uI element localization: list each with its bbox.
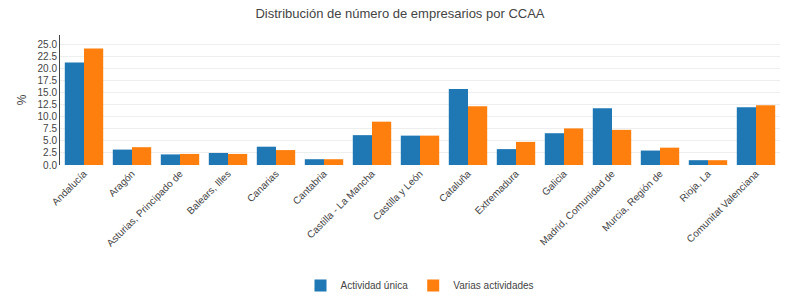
svg-text:Galicia: Galicia bbox=[540, 168, 570, 198]
svg-text:12.5: 12.5 bbox=[38, 99, 58, 110]
svg-text:Canarias: Canarias bbox=[245, 168, 281, 204]
svg-text:10.0: 10.0 bbox=[38, 111, 58, 122]
svg-text:Madrid, Comunidad de: Madrid, Comunidad de bbox=[538, 168, 618, 248]
svg-text:17.5: 17.5 bbox=[38, 75, 58, 86]
svg-text:Comunitat Valenciana: Comunitat Valenciana bbox=[685, 168, 762, 245]
svg-text:Cataluña: Cataluña bbox=[437, 168, 473, 204]
svg-text:Aragón: Aragón bbox=[106, 168, 137, 199]
svg-text:Rioja, La: Rioja, La bbox=[677, 168, 713, 204]
svg-text:Castilla y León: Castilla y León bbox=[371, 168, 425, 222]
svg-text:Murcia, Región de: Murcia, Región de bbox=[600, 168, 665, 233]
svg-text:Asturias, Principado de: Asturias, Principado de bbox=[104, 168, 185, 249]
svg-text:Varias actividades: Varias actividades bbox=[453, 280, 533, 291]
svg-text:25.0: 25.0 bbox=[38, 39, 58, 50]
svg-text:2.5: 2.5 bbox=[43, 147, 57, 158]
svg-text:Andalucía: Andalucía bbox=[50, 168, 90, 208]
svg-text:%: % bbox=[15, 94, 29, 105]
svg-text:7.5: 7.5 bbox=[43, 123, 57, 134]
svg-text:22.5: 22.5 bbox=[38, 51, 58, 62]
svg-text:Cantabria: Cantabria bbox=[291, 168, 330, 207]
svg-text:Actividad única: Actividad única bbox=[341, 280, 409, 291]
svg-text:15.0: 15.0 bbox=[38, 87, 58, 98]
svg-text:Balears, Illes: Balears, Illes bbox=[185, 168, 233, 216]
svg-text:0.0: 0.0 bbox=[43, 160, 57, 171]
svg-text:Castilla - La Mancha: Castilla - La Mancha bbox=[305, 168, 378, 241]
svg-text:20.0: 20.0 bbox=[38, 63, 58, 74]
svg-text:Distribución de número de empr: Distribución de número de empresarios po… bbox=[255, 6, 544, 21]
svg-text:5.0: 5.0 bbox=[43, 135, 57, 146]
svg-text:Extremadura: Extremadura bbox=[473, 168, 522, 217]
